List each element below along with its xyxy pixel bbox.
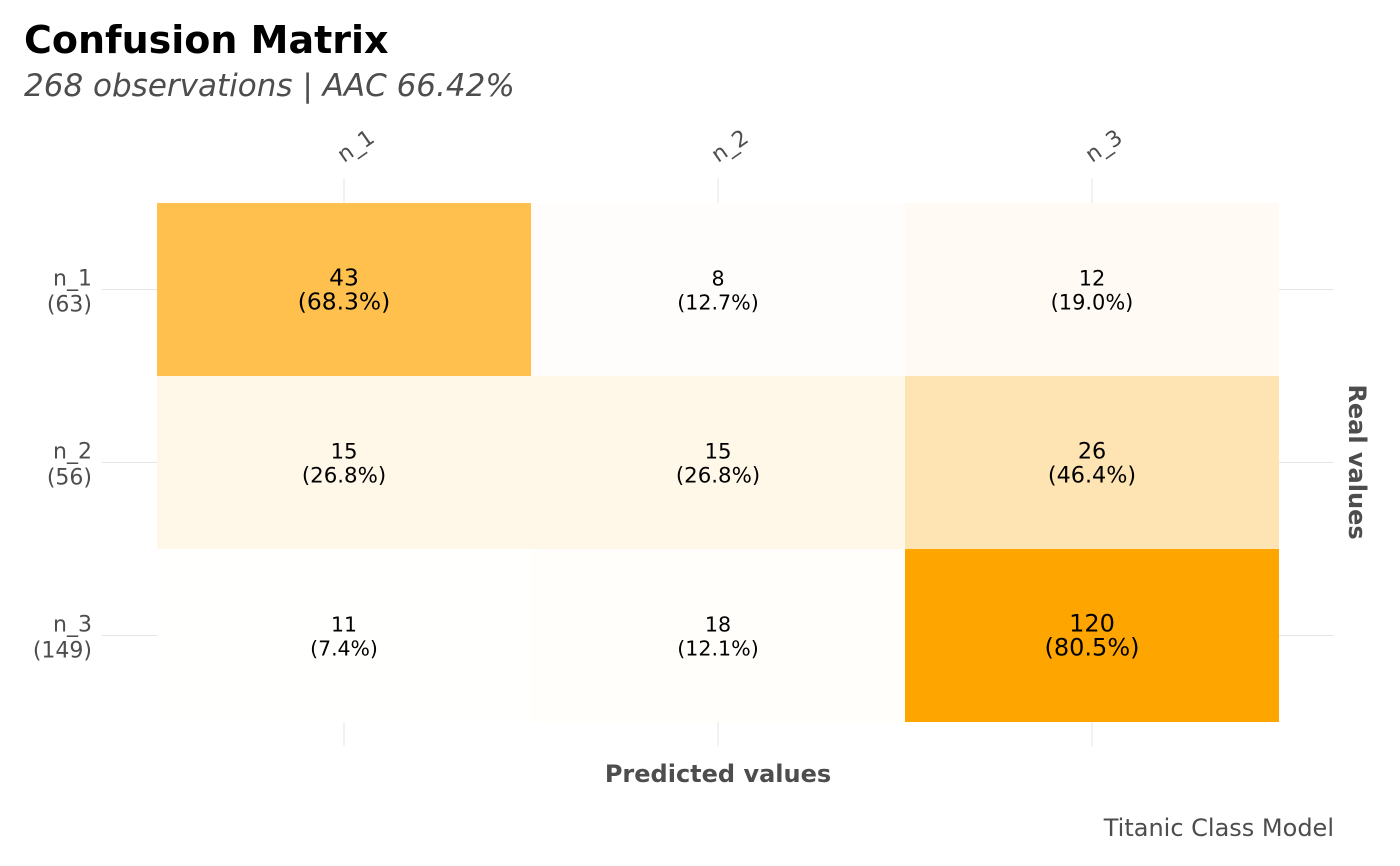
heatmap-cells <box>157 203 1279 722</box>
cell-percent-label: (68.3%) <box>298 288 391 316</box>
y-tick-total-label: (56) <box>47 466 92 491</box>
y-tick-total-label: (149) <box>33 639 92 664</box>
y-tick-total-label: (63) <box>47 293 92 318</box>
cell-count-label: 26 <box>1078 439 1106 465</box>
y-tick-label: n_2 <box>53 440 92 465</box>
cell-labels: 43(68.3%)8(12.7%)12(19.0%)15(26.8%)15(26… <box>298 264 1140 662</box>
cell-count-label: 8 <box>711 267 724 291</box>
heatmap-cell <box>905 376 1279 549</box>
cell-count-label: 18 <box>705 613 731 637</box>
y-axis-ticks: n_1(63) n_2(56) n_3(149) <box>33 267 92 664</box>
cell-percent-label: (12.7%) <box>677 291 759 315</box>
x-tick-label: n_3 <box>1081 125 1127 168</box>
chart-subtitle: 268 observations | AAC 66.42% <box>24 68 515 104</box>
cell-percent-label: (26.8%) <box>676 464 760 489</box>
heatmap-cell <box>531 549 905 722</box>
cell-percent-label: (26.8%) <box>302 464 386 489</box>
x-tick-label: n_1 <box>333 125 379 168</box>
x-axis-title: Predicted values <box>605 760 831 788</box>
cell-percent-label: (7.4%) <box>310 637 378 661</box>
heatmap-cell <box>157 376 531 549</box>
chart-title: Confusion Matrix <box>24 18 389 62</box>
x-tick-label: n_2 <box>707 125 753 168</box>
cell-count-label: 12 <box>1079 267 1106 291</box>
x-axis-ticks: n_1 n_2 n_3 <box>333 125 1127 168</box>
cell-percent-label: (19.0%) <box>1051 291 1134 315</box>
heatmap-cell <box>905 203 1279 376</box>
cell-count-label: 120 <box>1069 610 1115 638</box>
y-tick-label: n_3 <box>53 613 92 638</box>
cell-percent-label: (46.4%) <box>1048 463 1136 489</box>
heatmap-cell <box>157 549 531 722</box>
cell-count-label: 11 <box>331 613 357 637</box>
cell-count-label: 15 <box>704 440 731 465</box>
heatmap-cell <box>157 203 531 376</box>
y-tick-label: n_1 <box>53 267 92 292</box>
cell-count-label: 15 <box>330 440 357 465</box>
cell-percent-label: (80.5%) <box>1045 634 1140 662</box>
heatmap-cell <box>531 203 905 376</box>
cell-percent-label: (12.1%) <box>677 637 759 661</box>
cell-count-label: 43 <box>329 264 359 292</box>
heatmap-cell <box>905 549 1279 722</box>
y-axis-title: Real values <box>1343 384 1371 539</box>
heatmap-cell <box>531 376 905 549</box>
chart-caption: Titanic Class Model <box>1103 814 1334 842</box>
